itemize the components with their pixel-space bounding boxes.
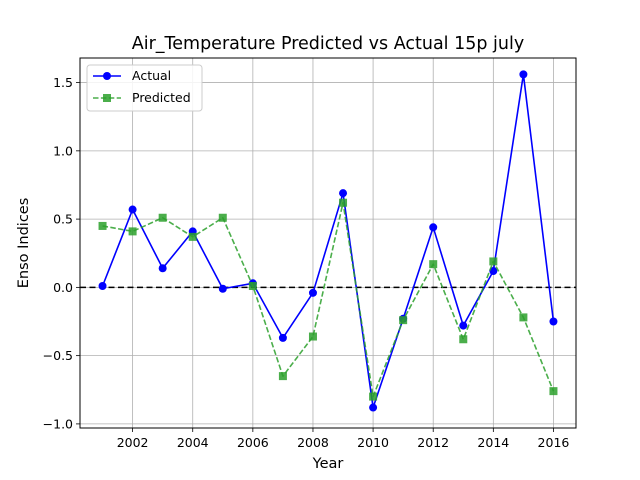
x-tick-label: 2002 [117,435,149,450]
legend-marker-actual [103,72,111,80]
x-tick-label: 2006 [237,435,269,450]
data-point-predicted [248,282,257,291]
y-axis-ticks: −1.0 −0.5 0.0 0.5 1.0 1.5 [43,75,80,431]
x-axis-ticks: 2002 2004 2006 2008 2010 2012 2014 2016 [117,428,570,450]
data-point-predicted [339,198,348,207]
data-point-predicted [128,227,137,236]
series-line-predicted [102,201,555,398]
legend-label-predicted: Predicted [132,90,191,105]
y-tick-label: 0.5 [53,212,73,227]
data-point-actual [128,205,137,214]
data-point-predicted [369,392,378,401]
data-point-predicted [549,387,558,396]
data-point-predicted [98,221,107,230]
y-tick-label: 0.0 [53,280,73,295]
data-point-actual [489,266,498,275]
data-point-predicted [399,316,408,325]
y-tick-label: −0.5 [43,348,73,363]
x-tick-label: 2008 [297,435,329,450]
data-point-predicted [218,213,227,222]
data-point-predicted [308,332,317,341]
y-tick-label: 1.5 [53,75,73,90]
data-point-predicted [459,335,468,344]
x-tick-label: 2004 [177,435,209,450]
data-point-predicted [188,232,197,241]
data-point-actual [98,282,107,291]
y-tick-label: 1.0 [53,143,73,158]
y-axis-label: Enso Indices [16,198,32,289]
data-point-actual [308,288,317,297]
legend-marker-predicted [103,94,111,102]
series-group [98,70,558,412]
data-point-actual [549,317,558,326]
data-point-predicted [158,213,167,222]
plot-frame [79,57,577,429]
data-point-actual [278,333,287,342]
data-point-actual [158,264,167,273]
series-actual [98,70,558,412]
x-tick-label: 2010 [357,435,389,450]
x-tick-label: 2016 [538,435,570,450]
data-point-actual [429,223,438,232]
data-point-actual [519,70,528,79]
data-point-predicted [278,372,287,381]
x-axis-label: Year [312,456,344,472]
x-tick-label: 2012 [417,435,449,450]
data-point-predicted [519,313,528,322]
x-tick-label: 2014 [477,435,509,450]
legend: Actual Predicted [86,64,203,112]
chart-title: Air_Temperature Predicted vs Actual 15p … [132,34,524,54]
data-point-actual [339,189,348,198]
legend-label-actual: Actual [132,68,171,83]
data-point-predicted [429,260,438,269]
data-point-actual [218,284,227,293]
series-predicted [98,198,558,401]
data-point-predicted [489,257,498,266]
data-point-actual [459,321,468,330]
data-point-actual [369,403,378,412]
y-tick-label: −1.0 [43,416,73,431]
